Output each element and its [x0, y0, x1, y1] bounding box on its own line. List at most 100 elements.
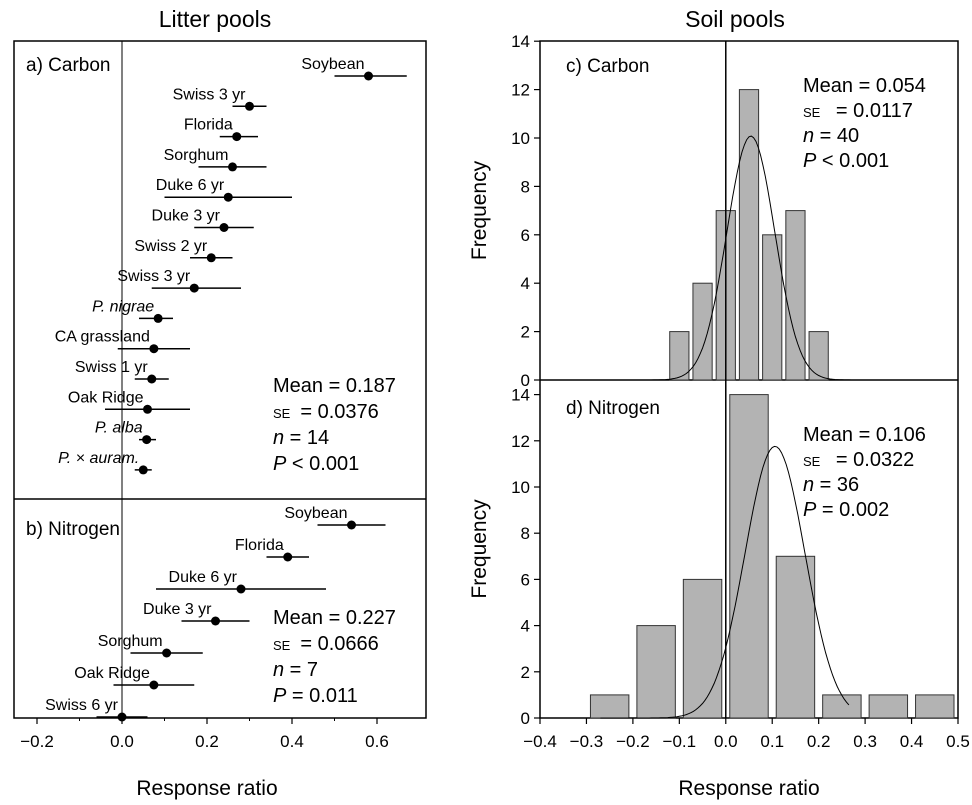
nitrogen-soil-y-tick-label: 8: [521, 524, 530, 543]
nitrogen-soil-bar: [915, 694, 955, 719]
nitrogen-soil-stats-mean: Mean = 0.106: [803, 424, 926, 446]
nitrogen-litter-panel-label: b) Nitrogen: [26, 519, 120, 540]
carbon-soil-bar: [669, 331, 690, 381]
nitrogen-litter-stats-se-value: = 0.0666: [300, 633, 378, 655]
nitrogen-soil-bar: [868, 694, 909, 719]
carbon-litter-point: [149, 344, 159, 354]
carbon-litter-study-label: P. nigrae: [92, 298, 154, 315]
nitrogen-soil-stats-p-value: = 0.002: [816, 499, 889, 521]
carbon-soil-y-tick-label: 0: [521, 371, 530, 390]
carbon-litter-stats-p-key: P: [273, 453, 287, 475]
nitrogen-soil-y-axis-label: Frequency: [468, 499, 491, 599]
nitrogen-litter-point: [117, 712, 127, 722]
nitrogen-soil-y-tick-label: 10: [511, 478, 530, 497]
carbon-soil-y-tick-label: 4: [521, 274, 530, 293]
carbon-soil-stats-n: n = 40: [803, 125, 859, 147]
carbon-litter-stats-se: SE = 0.0376: [273, 401, 379, 423]
carbon-soil-stats-mean: Mean = 0.054: [803, 75, 926, 97]
nitrogen-litter-stats-p-key: P: [273, 685, 287, 707]
nitrogen-soil-y-tick-label: 0: [521, 709, 530, 728]
nitrogen-litter-study-label: Sorghum: [98, 633, 163, 650]
carbon-soil-stats-se-value: = 0.0117: [830, 100, 912, 122]
litter-x-tick-label: −0.2: [20, 732, 54, 751]
carbon-litter-study-label: P. alba: [95, 420, 143, 437]
carbon-litter-point: [142, 435, 152, 445]
nitrogen-soil-bar: [775, 555, 816, 719]
carbon-litter-study-label: Swiss 1 yr: [75, 359, 149, 376]
nitrogen-soil-bar: [636, 625, 676, 719]
carbon-litter-stats-p-value: < 0.001: [286, 453, 359, 475]
nitrogen-soil-stats-se-key: SE: [803, 454, 821, 469]
soil-pools-title: Soil pools: [685, 6, 785, 32]
nitrogen-litter-stats-n-value: = 7: [284, 659, 318, 681]
carbon-soil-bar: [762, 234, 783, 381]
nitrogen-litter-point: [149, 680, 159, 690]
litter-x-tick-label: 0.6: [365, 732, 389, 751]
carbon-litter-stats-p: P < 0.001: [273, 453, 359, 475]
carbon-soil-normal-curve: [623, 135, 873, 381]
litter-pools-title: Litter pools: [158, 6, 272, 32]
carbon-litter-stats-n-value: = 14: [284, 427, 329, 449]
nitrogen-soil-stats-p: P = 0.002: [803, 499, 889, 521]
nitrogen-litter-study-label: Duke 3 yr: [143, 601, 212, 618]
carbon-soil-bar: [738, 89, 760, 381]
nitrogen-soil-y-tick-label: 2: [521, 663, 530, 682]
soil-x-tick-label: −0.4: [523, 732, 557, 751]
nitrogen-soil-bar: [682, 578, 723, 719]
litter-x-tick-label: 0.4: [280, 732, 304, 751]
nitrogen-litter-point: [283, 552, 293, 562]
nitrogen-soil-y-tick-label: 4: [521, 617, 530, 636]
nitrogen-litter-study-label: Florida: [235, 537, 284, 554]
litter-x-tick-label: 0.2: [195, 732, 219, 751]
nitrogen-litter-study-label: Duke 6 yr: [169, 569, 238, 586]
carbon-soil-y-tick-label: 10: [511, 129, 530, 148]
nitrogen-soil-stats-p-key: P: [803, 499, 817, 521]
nitrogen-soil-stats-n-value: = 36: [814, 474, 859, 496]
soil-x-tick-label: −0.1: [663, 732, 697, 751]
carbon-soil-stats-se-key: SE: [803, 105, 821, 120]
soil-x-tick-label: −0.3: [570, 732, 604, 751]
carbon-litter-stats-se-key: SE: [273, 406, 291, 421]
carbon-litter-panel-label: a) Carbon: [26, 55, 111, 76]
soil-x-tick-label: 0.3: [853, 732, 877, 751]
nitrogen-soil-stats-n-key: n: [803, 474, 814, 496]
carbon-litter-point: [153, 313, 163, 323]
nitrogen-litter-study-label: Oak Ridge: [74, 665, 150, 682]
litter-x-axis-label: Response ratio: [136, 777, 277, 800]
carbon-soil-stats-n-value: = 40: [814, 125, 859, 147]
carbon-litter-study-label: Sorghum: [164, 147, 229, 164]
carbon-soil-y-tick-label: 2: [521, 323, 530, 342]
nitrogen-litter-stats-se-key: SE: [273, 638, 291, 653]
soil-x-tick-label: 0.5: [946, 732, 970, 751]
carbon-litter-study-label: Swiss 2 yr: [134, 238, 208, 255]
carbon-soil-y-axis-label: Frequency: [468, 160, 491, 260]
carbon-litter-study-label: Swiss 3 yr: [173, 86, 247, 103]
carbon-litter-study-label: Swiss 3 yr: [117, 268, 191, 285]
nitrogen-litter-point: [347, 520, 356, 530]
nitrogen-litter-stats-n: n = 7: [273, 659, 318, 681]
nitrogen-soil-stats-n: n = 36: [803, 474, 859, 496]
soil-x-tick-label: −0.2: [616, 732, 650, 751]
carbon-soil-y-tick-label: 12: [511, 81, 530, 100]
carbon-litter-point: [138, 465, 148, 475]
soil-x-tick-label: 0.0: [714, 732, 738, 751]
nitrogen-soil-stats-se-value: = 0.0322: [830, 449, 914, 471]
carbon-litter-study-label: Duke 6 yr: [156, 177, 225, 194]
soil-x-tick-label: 0.2: [807, 732, 831, 751]
carbon-litter-study-label: CA grassland: [55, 329, 150, 346]
nitrogen-soil-stats-se: SE = 0.0322: [803, 449, 914, 471]
carbon-litter-point: [228, 162, 237, 172]
carbon-litter-point: [219, 223, 229, 232]
carbon-soil-stats-p-value: < 0.001: [816, 150, 889, 172]
carbon-soil-bar: [808, 331, 829, 381]
soil-x-tick-label: 0.1: [760, 732, 784, 751]
carbon-litter-stats-n-key: n: [273, 427, 284, 449]
carbon-litter-study-label: P. × auram.: [58, 450, 139, 467]
nitrogen-litter-stats-p-value: = 0.011: [286, 685, 357, 707]
carbon-soil-panel-label: c) Carbon: [566, 56, 649, 77]
carbon-litter-stats-se-value: = 0.0376: [300, 401, 378, 423]
carbon-soil-y-tick-label: 14: [511, 32, 530, 51]
carbon-litter-study-label: Oak Ridge: [68, 389, 144, 406]
